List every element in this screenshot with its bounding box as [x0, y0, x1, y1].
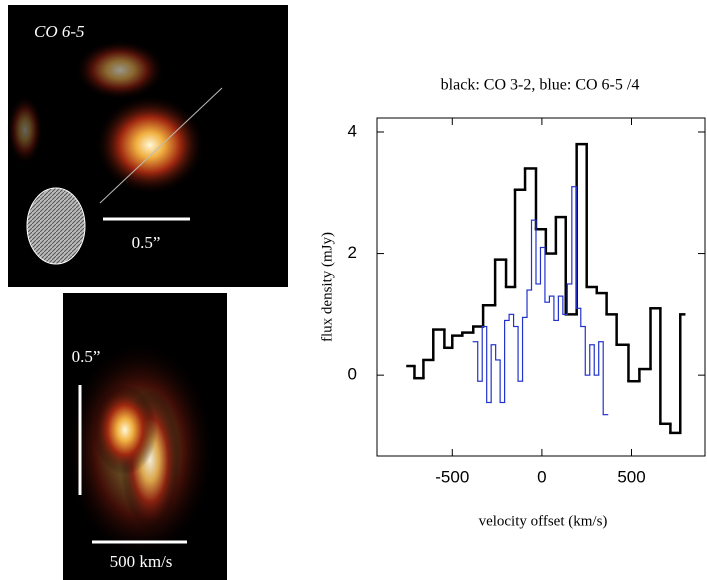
x-tick-label: -500: [435, 467, 469, 486]
scale-label: 0.5”: [72, 347, 101, 366]
y-tick-label: 2: [348, 243, 357, 262]
y-tick-label: 4: [348, 121, 357, 140]
scale-label: 0.5”: [132, 233, 161, 252]
emission: [95, 95, 205, 195]
scale-label: 500 km/s: [110, 552, 173, 571]
emission: [7, 95, 43, 165]
x-tick-label: 500: [617, 467, 645, 486]
map-panel: 0.5” CO 6-5: [7, 5, 288, 287]
x-axis-label: velocity offset (km/s): [479, 513, 608, 529]
emission: [75, 40, 165, 100]
chart-title: black: CO 3-2, blue: CO 6-5 /4: [441, 77, 640, 94]
figure: 0.5” CO 6-5 0.5” 500 km/s black: CO 3-2,…: [0, 0, 707, 580]
plot-frame: [377, 118, 705, 456]
beam: [27, 188, 85, 264]
pv-panel: 0.5” 500 km/s: [63, 293, 227, 580]
emission: [93, 385, 157, 475]
spectrum-chart: black: CO 3-2, blue: CO 6-5 /4 velocity …: [319, 77, 705, 530]
y-axis-label: flux density (mJy): [319, 232, 335, 342]
y-tick-label: 0: [348, 365, 357, 384]
x-tick-label: 0: [537, 467, 546, 486]
map-label: CO 6-5: [34, 22, 85, 41]
